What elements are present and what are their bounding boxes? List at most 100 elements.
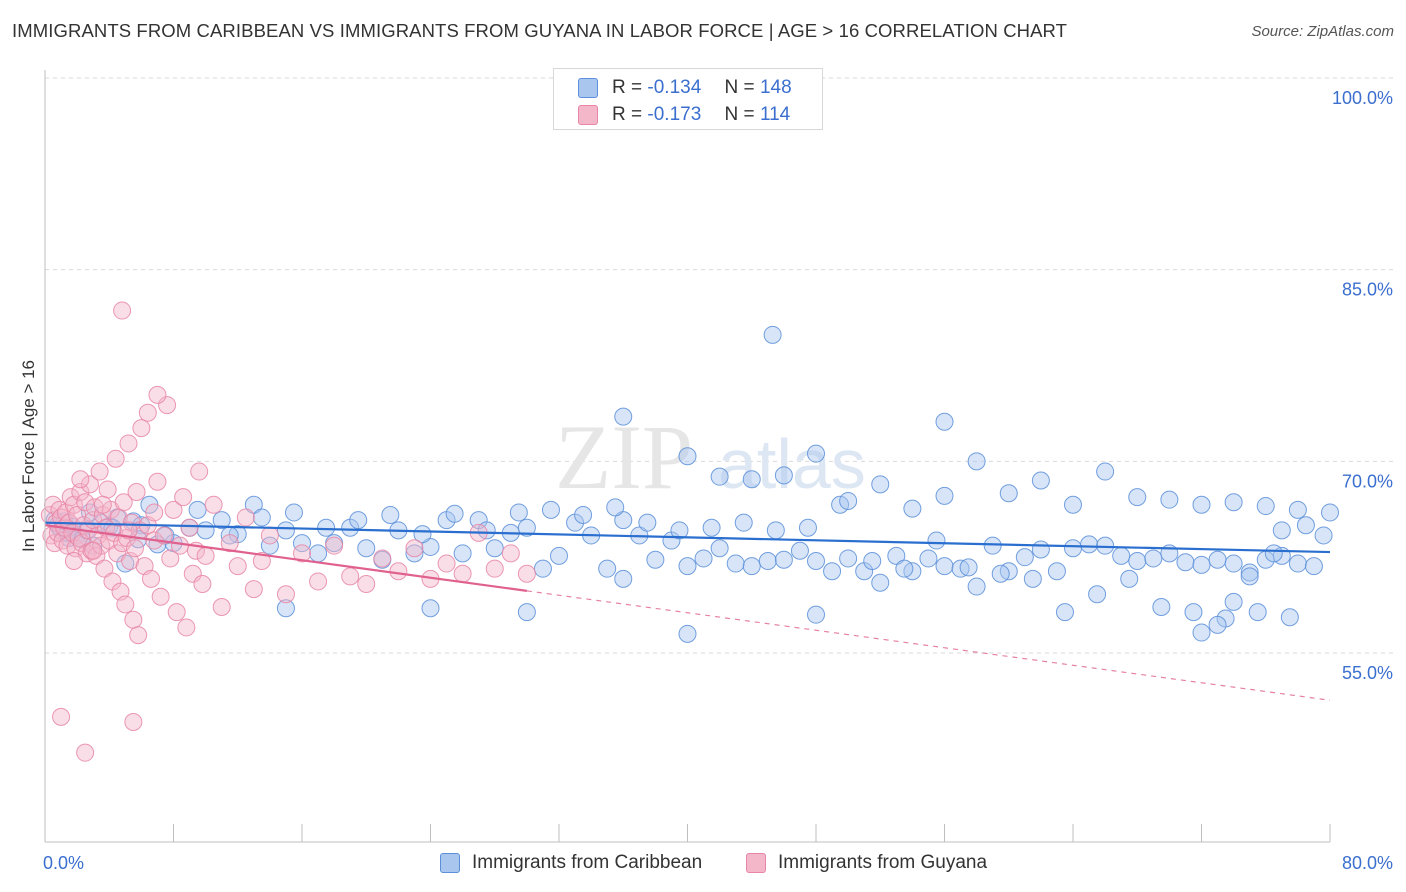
guyana-point bbox=[148, 472, 167, 491]
caribbean-point bbox=[1096, 536, 1115, 555]
caribbean-point bbox=[1288, 554, 1307, 573]
caribbean-point bbox=[453, 544, 472, 563]
guyana-point bbox=[151, 587, 170, 606]
caribbean-point bbox=[1304, 557, 1323, 576]
caribbean-point bbox=[1192, 495, 1211, 514]
guyana-point bbox=[93, 495, 112, 514]
caribbean-trend-line bbox=[44, 521, 1331, 554]
guyana-point bbox=[293, 544, 311, 563]
guyana-point bbox=[212, 598, 231, 616]
guyana-point bbox=[132, 419, 151, 438]
caribbean-point bbox=[887, 546, 906, 565]
caribbean-point bbox=[1015, 548, 1034, 567]
caribbean-point bbox=[1272, 521, 1291, 540]
caribbean-point bbox=[1128, 552, 1147, 570]
caribbean-point bbox=[766, 521, 785, 540]
caribbean-point bbox=[1264, 544, 1283, 563]
caribbean-point bbox=[758, 552, 777, 570]
caribbean-point bbox=[533, 559, 552, 578]
caribbean-point bbox=[276, 521, 295, 540]
caribbean-point bbox=[903, 499, 922, 518]
chart-source: Source: ZipAtlas.com bbox=[1251, 23, 1394, 40]
caribbean-point bbox=[967, 452, 986, 471]
caribbean-point bbox=[1064, 495, 1082, 514]
guyana-point bbox=[64, 552, 83, 570]
caribbean-point bbox=[244, 495, 263, 514]
caribbean-point bbox=[1240, 563, 1259, 582]
caribbean-point bbox=[919, 549, 938, 568]
guyana-point bbox=[177, 618, 196, 637]
caribbean-point bbox=[293, 534, 311, 553]
y-axis-label: In Labor Force | Age > 16 bbox=[19, 360, 38, 552]
guyana-point bbox=[174, 488, 193, 507]
caribbean-point bbox=[284, 503, 303, 522]
caribbean-point bbox=[1080, 535, 1099, 554]
guyana-point bbox=[154, 526, 173, 545]
caribbean-point bbox=[1224, 592, 1243, 611]
caribbean-point bbox=[252, 508, 271, 527]
guyana-point bbox=[76, 493, 95, 512]
caribbean-point bbox=[959, 558, 978, 577]
guyana-point bbox=[252, 552, 271, 570]
caribbean-point bbox=[212, 511, 231, 530]
axis-layer: 55.0% 70.0% 85.0% 100.0% 0.0% 80.0% bbox=[43, 70, 1393, 873]
guyana-point bbox=[71, 483, 90, 501]
legend-r-label: R = bbox=[612, 104, 643, 125]
guyana-point bbox=[113, 301, 132, 320]
caribbean-point bbox=[935, 412, 954, 431]
caribbean-point bbox=[1120, 569, 1139, 588]
caribbean-point bbox=[774, 550, 793, 569]
guyana-trend-extension bbox=[526, 590, 1331, 701]
guyana-point bbox=[84, 541, 103, 560]
guyana-point bbox=[517, 564, 536, 583]
caribbean-point bbox=[983, 536, 1002, 555]
guyana-point bbox=[453, 564, 472, 583]
legend-n-label: N = bbox=[724, 77, 755, 98]
guyana-point bbox=[309, 572, 328, 591]
guyana-point bbox=[142, 569, 161, 588]
guyana-point bbox=[114, 493, 133, 512]
caribbean-point bbox=[1248, 603, 1267, 622]
caribbean-point bbox=[357, 539, 376, 558]
caribbean-point bbox=[999, 484, 1018, 503]
guyana-point bbox=[276, 585, 295, 604]
caribbean-point bbox=[1096, 462, 1115, 481]
caribbean-point bbox=[1314, 526, 1333, 545]
caribbean-point bbox=[638, 513, 657, 532]
guyana-point bbox=[71, 470, 90, 489]
caribbean-point bbox=[1224, 493, 1243, 512]
guyana-point bbox=[437, 554, 456, 573]
caribbean-point bbox=[405, 544, 424, 563]
caribbean-point bbox=[196, 521, 215, 540]
guyana-point bbox=[236, 508, 255, 527]
caribbean-point bbox=[421, 537, 440, 556]
guyana-point bbox=[190, 462, 209, 481]
caribbean-point bbox=[413, 525, 432, 544]
legend-r-value-guyana: -0.173 bbox=[647, 104, 702, 125]
guyana-point bbox=[260, 526, 279, 545]
caribbean-point bbox=[1055, 603, 1074, 622]
caribbean-point bbox=[1047, 562, 1066, 581]
legend-swatch-guyana bbox=[578, 105, 598, 125]
bottom-legend-swatch-guyana bbox=[746, 853, 766, 873]
caribbean-point bbox=[646, 550, 665, 569]
caribbean-point bbox=[1031, 540, 1050, 559]
y-tick-label: 85.0% bbox=[1342, 280, 1393, 300]
guyana-point bbox=[98, 480, 117, 499]
points-layer bbox=[40, 301, 1339, 762]
guyana-point bbox=[106, 449, 125, 468]
caribbean-point bbox=[1288, 500, 1307, 519]
guyana-point bbox=[127, 483, 146, 501]
caribbean-point bbox=[1031, 471, 1050, 490]
guyana-point bbox=[228, 557, 247, 576]
caribbean-point bbox=[614, 407, 633, 426]
caribbean-point bbox=[276, 599, 295, 618]
guyana-point bbox=[95, 559, 114, 578]
caribbean-point bbox=[774, 466, 793, 485]
caribbean-point bbox=[678, 447, 697, 466]
guyana-point bbox=[119, 521, 138, 540]
caribbean-point bbox=[839, 491, 858, 510]
caribbean-point bbox=[509, 503, 528, 522]
caribbean-point bbox=[1023, 569, 1042, 588]
caribbean-point bbox=[871, 475, 890, 494]
